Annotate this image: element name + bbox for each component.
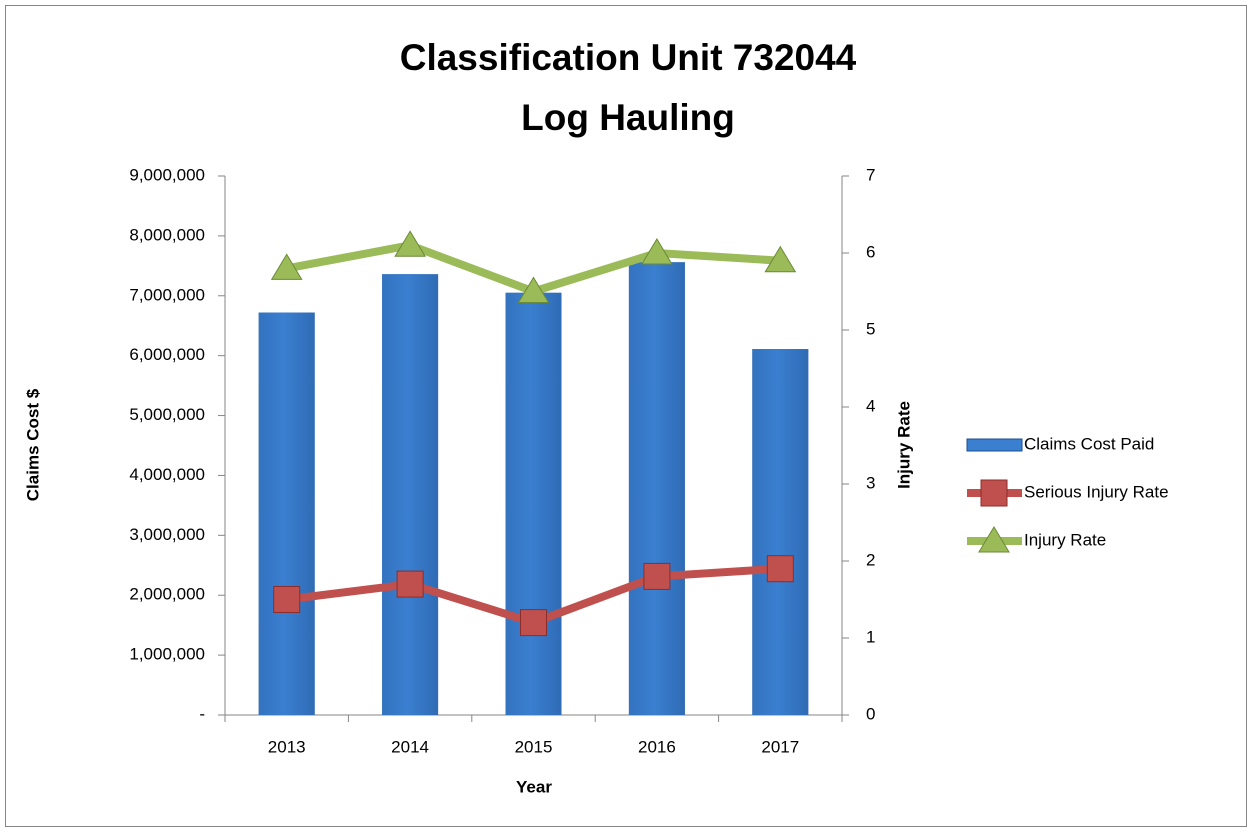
legend-label: Injury Rate xyxy=(1024,530,1106,549)
x-tick-label: 2016 xyxy=(638,737,676,756)
legend-item: Claims Cost Paid xyxy=(966,434,1154,453)
x-tick-label: 2014 xyxy=(391,737,429,756)
y-tick-label: 5,000,000 xyxy=(129,405,205,424)
marker xyxy=(394,230,426,257)
bar-shade xyxy=(628,262,685,715)
marker xyxy=(520,609,547,637)
y-tick-label: 8,000,000 xyxy=(129,225,205,244)
y2-tick-label: 0 xyxy=(866,704,875,723)
legend-item: Serious Injury Rate xyxy=(967,479,1169,507)
y-axis-title: Claims Cost $ xyxy=(23,388,42,501)
x-axis-title: Year xyxy=(516,777,552,796)
marker xyxy=(270,253,303,280)
y2-tick-label: 7 xyxy=(866,165,875,184)
legend-label: Claims Cost Paid xyxy=(1024,434,1154,453)
bar-shade xyxy=(505,292,562,715)
y-tick-label: 2,000,000 xyxy=(129,585,205,604)
x-tick-label: 2015 xyxy=(515,737,553,756)
marker xyxy=(273,586,301,613)
y2-tick-label: 3 xyxy=(866,473,875,492)
y-tick-label: 3,000,000 xyxy=(129,525,205,544)
legend-swatch xyxy=(966,438,1023,452)
chart-title: Classification Unit 732044 xyxy=(400,37,857,78)
y2-tick-label: 4 xyxy=(866,396,875,415)
y2-tick-label: 1 xyxy=(866,627,875,646)
bar-shade xyxy=(382,274,439,715)
marker xyxy=(641,238,673,265)
y-tick-label: 7,000,000 xyxy=(129,285,205,304)
y2-tick-label: 6 xyxy=(866,242,875,261)
y-tick-label: - xyxy=(199,704,205,723)
y-tick-label: 4,000,000 xyxy=(129,465,205,484)
marker xyxy=(517,276,550,303)
bar-shade xyxy=(258,312,315,715)
chart-subtitle: Log Hauling xyxy=(521,97,735,138)
y2-axis-title: Injury Rate xyxy=(894,401,913,489)
legend-item: Injury Rate xyxy=(967,526,1106,553)
y-tick-label: 1,000,000 xyxy=(129,645,205,664)
legend-label: Serious Injury Rate xyxy=(1024,482,1169,501)
y2-tick-label: 2 xyxy=(866,550,875,569)
marker xyxy=(396,570,424,598)
y2-tick-label: 5 xyxy=(866,319,875,338)
marker xyxy=(643,562,671,590)
marker xyxy=(980,479,1008,507)
marker xyxy=(978,526,1010,553)
y-tick-label: 6,000,000 xyxy=(129,345,205,364)
marker xyxy=(764,245,797,273)
bar-shade xyxy=(752,349,809,715)
chart-border xyxy=(5,5,1247,827)
x-tick-label: 2013 xyxy=(268,737,306,756)
y-tick-label: 9,000,000 xyxy=(129,165,205,184)
marker xyxy=(766,555,794,583)
x-tick-label: 2017 xyxy=(761,737,799,756)
